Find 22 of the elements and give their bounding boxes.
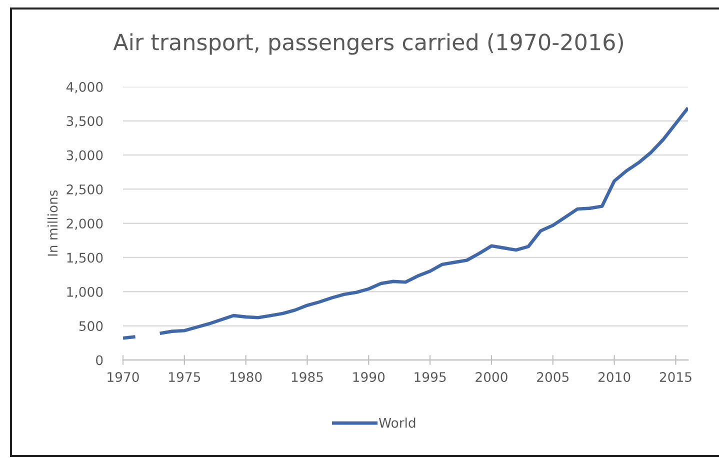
y-tick-label: 0	[96, 355, 103, 366]
y-tick-label: 3,000	[66, 150, 103, 162]
x-tick-label: 1995	[414, 372, 446, 382]
y-axis-title: In millions	[47, 190, 58, 256]
y-tick-label: 2,000	[66, 218, 103, 230]
legend-label: World	[378, 418, 416, 428]
x-tick-label: 1985	[292, 372, 323, 382]
y-tick-label: 500	[79, 321, 103, 332]
y-tick-label: 4,000	[66, 82, 103, 94]
x-tick-label: 2005	[537, 372, 569, 382]
x-tick-label: 1970	[108, 372, 139, 382]
chart-title: Air transport, passengers carried (1970-2016)	[113, 33, 623, 55]
x-tick-label: 1980	[230, 372, 262, 382]
x-tick-label: 2010	[598, 372, 630, 382]
x-tick-label: 1975	[169, 372, 200, 382]
x-tick-label: 2000	[476, 372, 508, 382]
y-tick-label: 2,500	[66, 184, 103, 196]
y-tick-label: 1,000	[67, 286, 103, 298]
y-tick-label: 3,500	[66, 116, 103, 128]
x-tick-label: 2015	[660, 372, 692, 382]
x-tick-label: 1990	[353, 372, 385, 382]
y-tick-label: 1,500	[67, 252, 103, 264]
